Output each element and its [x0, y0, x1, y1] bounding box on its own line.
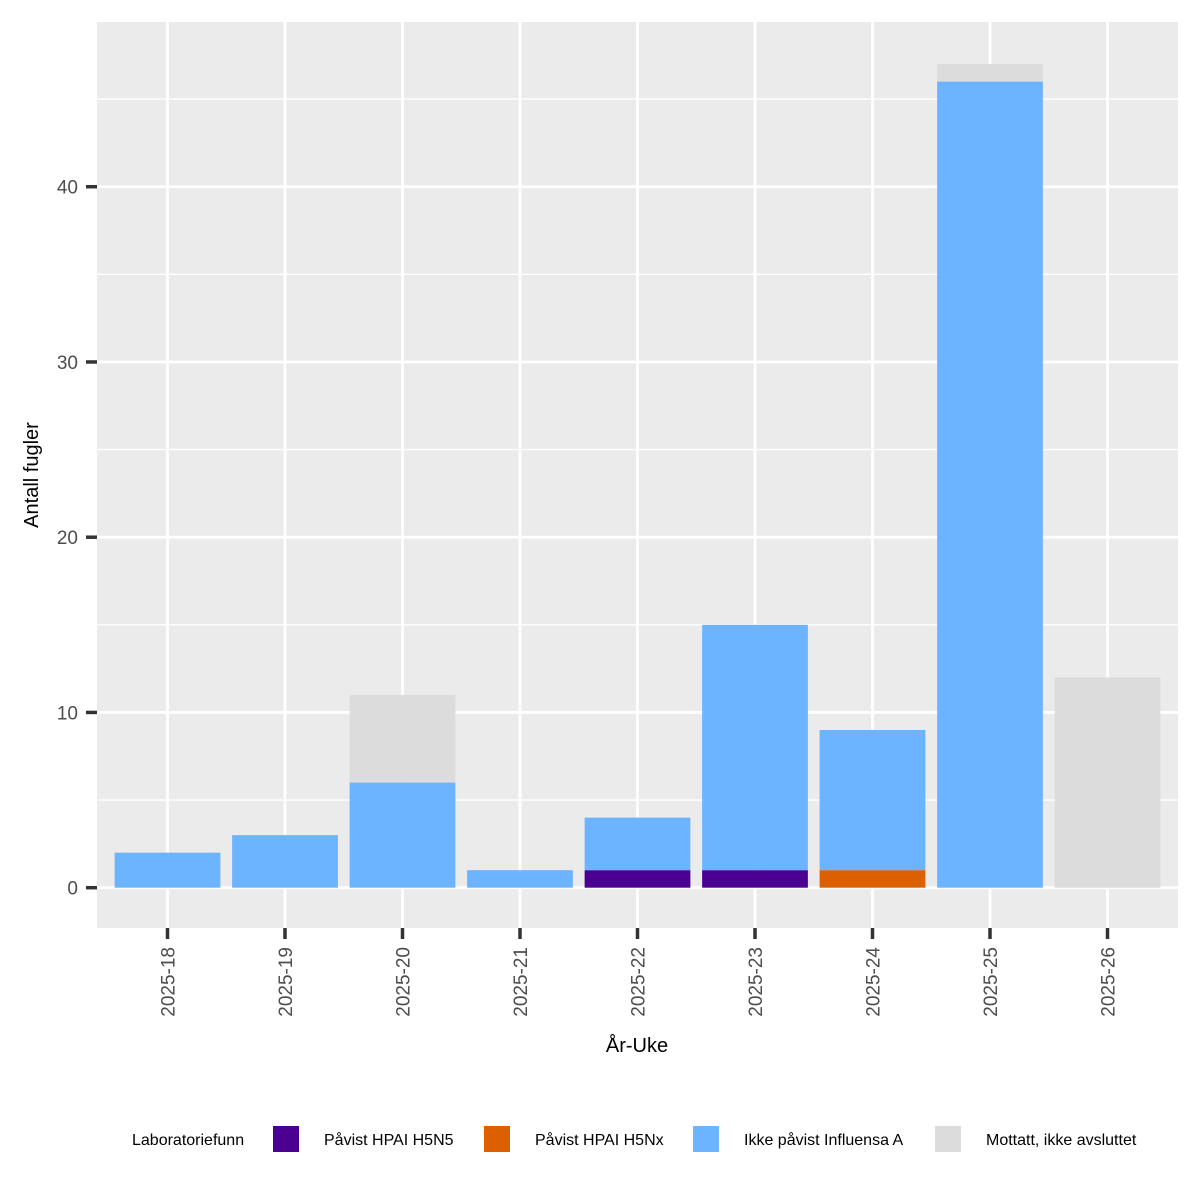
- y-axis: 0 10 20 30 40: [57, 178, 97, 900]
- x-tick-label: 2025-18: [159, 947, 180, 1017]
- bar-segment: [819, 729, 926, 871]
- bars: [114, 64, 1161, 888]
- x-tick-label: 2025-20: [394, 947, 415, 1017]
- x-tick-label: 2025-24: [864, 947, 885, 1017]
- x-tick-label: 2025-22: [629, 947, 650, 1017]
- x-tick-label: 2025-23: [746, 947, 767, 1017]
- legend-key: [273, 1126, 299, 1152]
- y-tick-label: 10: [57, 703, 78, 724]
- bar-segment: [584, 870, 691, 888]
- bar-segment: [349, 694, 456, 783]
- bar-segment: [702, 870, 808, 888]
- bar-segment: [232, 835, 338, 888]
- bar-segment: [114, 852, 221, 888]
- x-axis-title: År-Uke: [606, 1034, 668, 1057]
- x-tick-label: 2025-19: [276, 947, 297, 1017]
- y-axis-title: Antall fugler: [21, 422, 43, 528]
- y-tick-label: 40: [57, 178, 78, 199]
- bar-segment: [349, 782, 456, 888]
- legend-key: [484, 1126, 510, 1152]
- x-tick-label: 2025-21: [511, 947, 532, 1017]
- bar-segment: [467, 870, 573, 888]
- legend-label: Påvist HPAI H5N5: [324, 1131, 454, 1149]
- legend-label: Ikke påvist Influensa A: [744, 1131, 904, 1149]
- legend-label: Påvist HPAI H5Nx: [535, 1131, 664, 1149]
- legend: Laboratoriefunn Påvist HPAI H5N5 Påvist H…: [132, 1124, 1137, 1154]
- legend-key: [935, 1126, 961, 1152]
- bar-segment: [584, 817, 691, 871]
- bar-segment: [1054, 677, 1161, 888]
- x-axis: 2025-18 2025-19 2025-20 2025-21 2025-22 2025-…: [159, 928, 1120, 1017]
- y-tick-label: 30: [57, 353, 78, 374]
- legend-label: Mottatt, ikke avsluttet: [986, 1132, 1137, 1149]
- y-tick-label: 20: [57, 528, 78, 549]
- x-tick-label: 2025-25: [981, 947, 1002, 1017]
- x-tick-label: 2025-26: [1099, 947, 1120, 1017]
- bar-segment: [702, 624, 808, 871]
- legend-title: Laboratoriefunn: [132, 1132, 244, 1149]
- legend-key: [693, 1126, 719, 1152]
- bar-segment: [937, 64, 1043, 82]
- bar-segment: [937, 81, 1043, 888]
- bar-segment: [819, 870, 926, 888]
- y-tick-label: 0: [67, 879, 78, 900]
